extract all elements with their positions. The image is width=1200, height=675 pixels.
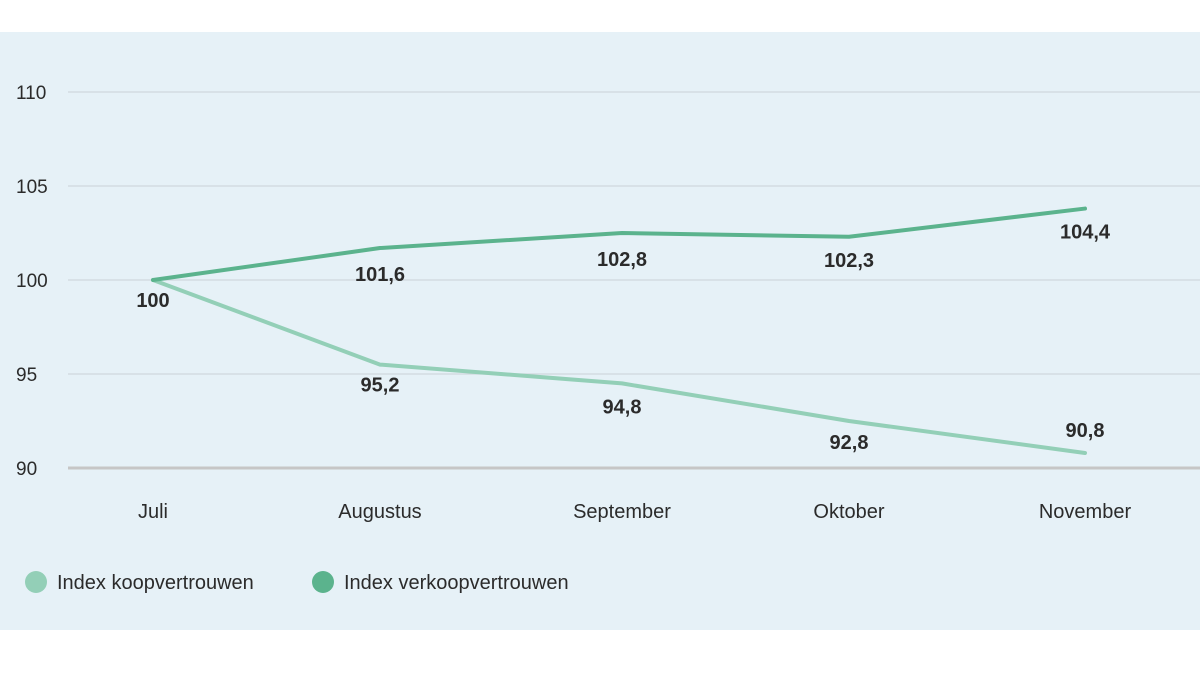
data-label: 100	[136, 290, 169, 312]
legend-item-1: Index koopvertrouwen	[25, 571, 254, 594]
y-tick-label: 95	[16, 365, 37, 386]
legend-item-2: Index verkoopvertrouwen	[312, 571, 569, 594]
legend-label: Index koopvertrouwen	[57, 572, 254, 594]
x-tick-label: November	[1039, 501, 1132, 523]
data-label: 94,8	[603, 396, 642, 418]
legend-marker	[312, 571, 334, 593]
data-label: 102,3	[824, 250, 874, 272]
legend-marker	[25, 571, 47, 593]
series-line-2	[151, 206, 1087, 282]
y-tick-label: 105	[16, 177, 48, 198]
series-line-1	[151, 278, 1087, 455]
legend-label: Index verkoopvertrouwen	[344, 572, 569, 594]
y-tick-label: 110	[16, 83, 46, 104]
line-chart: 90 95 100 105 110 Juli Augustus September Oktob…	[16, 83, 1200, 594]
data-label: 90,8	[1066, 420, 1105, 442]
x-tick-label: Augustus	[338, 501, 421, 523]
y-tick-label: 90	[16, 459, 37, 480]
x-tick-label: Oktober	[813, 501, 884, 523]
data-label: 104,4	[1060, 222, 1111, 244]
data-label: 101,6	[355, 264, 405, 286]
data-label: 92,8	[830, 432, 869, 454]
chart-panel: 90 95 100 105 110 Juli Augustus September Oktob…	[0, 32, 1200, 630]
x-tick-label: Juli	[138, 501, 168, 523]
data-label: 102,8	[597, 249, 647, 271]
data-label: 95,2	[361, 375, 400, 397]
x-tick-label: September	[573, 501, 671, 523]
y-tick-label: 100	[16, 271, 48, 292]
